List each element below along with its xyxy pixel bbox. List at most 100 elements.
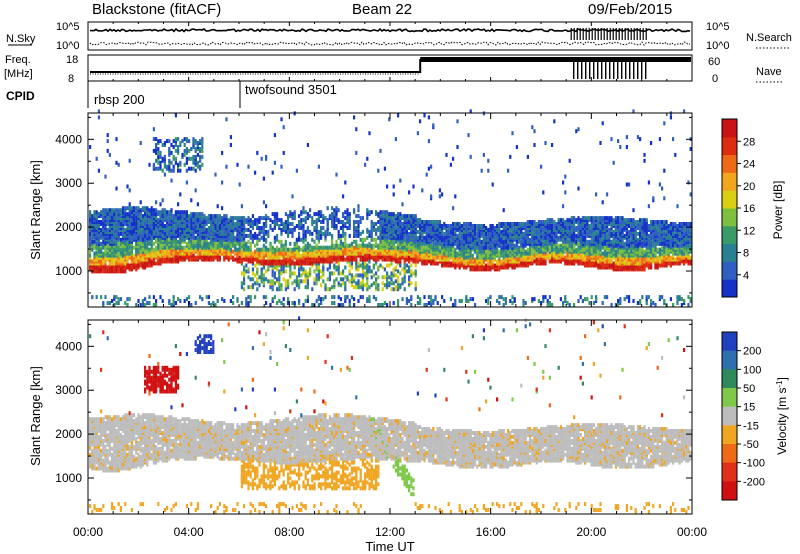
power-cell <box>412 220 415 224</box>
power-cell <box>205 233 208 238</box>
power-cell <box>320 283 323 288</box>
power-cell <box>346 218 349 223</box>
power-cell <box>491 233 494 238</box>
power-cell <box>410 263 413 268</box>
power-cell <box>293 226 296 230</box>
power-cell <box>337 208 340 213</box>
power-cell <box>430 303 433 307</box>
power-cell <box>370 229 373 234</box>
power-cell <box>298 231 301 236</box>
power-cell <box>401 267 404 272</box>
power-cell <box>383 166 386 171</box>
power-cell <box>190 166 193 171</box>
power-cell <box>258 283 261 288</box>
power-cell <box>106 148 109 153</box>
power-cell <box>185 241 188 246</box>
power-cell <box>179 141 182 145</box>
power-cell <box>95 265 98 270</box>
power-cell <box>243 233 246 238</box>
power-cell <box>408 299 411 303</box>
power-cell <box>106 265 109 270</box>
power-cell <box>218 224 221 228</box>
power-cell <box>366 212 369 217</box>
power-cell <box>271 220 274 224</box>
power-cell <box>177 233 180 238</box>
power-cell <box>194 212 197 217</box>
power-cell <box>452 241 455 246</box>
power-cell <box>487 227 490 232</box>
power-cell <box>430 249 433 254</box>
power-cell <box>293 271 296 276</box>
power-cell <box>89 253 92 258</box>
power-cell <box>357 267 360 272</box>
power-cell <box>381 220 384 224</box>
power-cell <box>423 220 426 224</box>
power-cell <box>126 212 129 217</box>
power-cell <box>102 301 105 305</box>
power-cell <box>247 275 250 280</box>
power-cell <box>157 147 160 151</box>
power-cell <box>196 202 199 207</box>
power-cell <box>194 301 197 305</box>
power-cell <box>135 257 138 262</box>
power-cell <box>194 188 197 193</box>
power-cell <box>289 267 292 272</box>
power-cell <box>157 166 160 171</box>
power-cell <box>181 245 184 250</box>
power-cell <box>137 206 140 211</box>
power-cell <box>108 152 111 157</box>
power-cell <box>355 255 358 260</box>
power-cell <box>324 295 327 300</box>
power-cell <box>106 251 109 256</box>
power-cell <box>146 214 149 219</box>
power-cell <box>496 245 499 250</box>
power-cell <box>548 218 551 223</box>
power-cell <box>355 281 358 286</box>
power-cell <box>370 243 373 248</box>
nsearch-label: N.Search <box>746 32 792 44</box>
power-cell <box>254 295 257 300</box>
power-cell <box>247 164 250 169</box>
power-cell <box>300 218 303 223</box>
power-cell <box>401 281 404 286</box>
power-cell <box>397 275 400 280</box>
power-cell <box>287 301 290 305</box>
power-cell <box>177 202 180 207</box>
power-cell <box>452 231 455 236</box>
power-cell <box>249 285 252 290</box>
power-cell <box>269 247 272 252</box>
power-cell <box>141 233 144 238</box>
power-cell <box>170 303 173 307</box>
power-cell <box>174 229 177 234</box>
power-cell <box>335 265 338 270</box>
power-cell <box>245 233 248 238</box>
power-cell <box>199 243 202 248</box>
power-cell <box>185 147 188 151</box>
power-cell <box>320 245 323 250</box>
power-cell <box>306 281 309 286</box>
power-cell <box>331 224 334 228</box>
power-cell <box>291 212 294 217</box>
power-cell <box>390 271 393 276</box>
power-cell <box>306 295 309 300</box>
power-cell <box>159 245 162 250</box>
cpid-segment-1: rbsp 200 <box>94 92 145 107</box>
power-cell <box>346 275 349 280</box>
power-cell <box>386 303 389 307</box>
power-cell <box>326 267 329 272</box>
power-cell <box>443 299 446 303</box>
power-cell <box>317 245 320 250</box>
power-cell <box>155 208 158 213</box>
power-cell <box>535 235 538 240</box>
power-cell <box>403 214 406 219</box>
power-cell <box>155 150 158 155</box>
power-cell <box>359 237 362 242</box>
power-cell <box>405 251 408 256</box>
power-cell <box>322 279 325 284</box>
power-cell <box>287 297 290 302</box>
power-cell <box>148 224 151 228</box>
power-cell <box>254 218 257 223</box>
power-cell <box>273 239 276 244</box>
power-cell <box>201 154 204 159</box>
power-cell <box>401 202 404 207</box>
